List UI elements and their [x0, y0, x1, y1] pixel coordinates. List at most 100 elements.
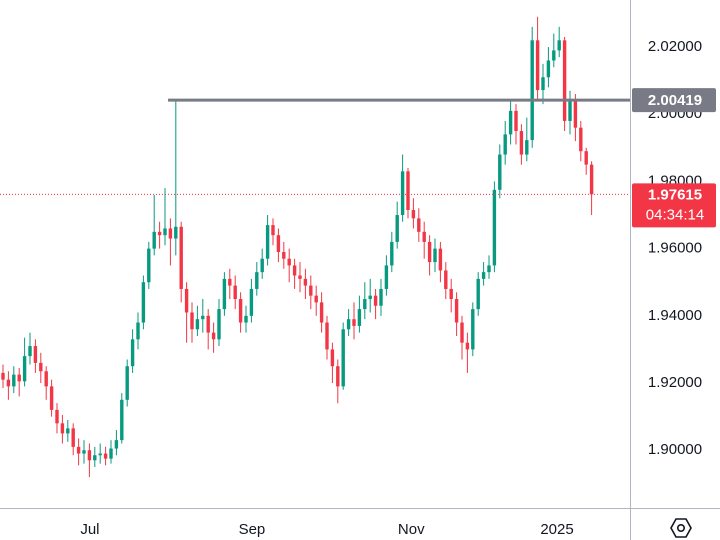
x-tick-label: 2025 — [540, 521, 573, 538]
candle-body — [384, 265, 389, 289]
candle-body — [352, 319, 356, 326]
candle-body — [535, 40, 540, 91]
candle-body — [314, 295, 318, 303]
candle-body — [271, 225, 275, 236]
candle-body — [336, 366, 340, 387]
candle-body — [114, 440, 119, 449]
candle-body — [157, 231, 162, 236]
candle-body — [22, 356, 27, 382]
candle-body — [573, 100, 578, 128]
y-tick-label: 1.92000 — [648, 374, 702, 391]
candle-body — [255, 272, 259, 289]
candle-body — [519, 131, 524, 155]
candle-body — [276, 235, 281, 252]
candle-body — [568, 100, 572, 121]
candle-body — [201, 315, 205, 320]
candle-body — [319, 302, 324, 323]
candle-body — [309, 285, 313, 296]
candle-body — [562, 40, 567, 121]
candle-body — [28, 346, 32, 357]
settings-icon-center[interactable] — [676, 523, 686, 533]
last-price-tag — [632, 183, 716, 228]
axes: 1.900001.920001.940001.960001.980002.000… — [80, 38, 716, 538]
candle-body — [292, 265, 297, 276]
settings-icon[interactable] — [670, 518, 692, 538]
candle-body — [471, 309, 475, 350]
candle-body — [136, 322, 140, 340]
candle-body — [12, 374, 16, 387]
y-tick-label: 1.94000 — [648, 307, 702, 324]
last-price-label: 1.97615 — [648, 186, 702, 203]
candle-body — [341, 329, 345, 387]
candle-body — [460, 322, 464, 343]
candle-body — [508, 110, 513, 135]
candle-body — [584, 151, 588, 165]
y-tick-label: 1.96000 — [648, 240, 702, 257]
candle-body — [481, 272, 486, 279]
candle-body — [39, 362, 43, 372]
candle-body — [541, 77, 545, 91]
candle-body — [417, 218, 421, 232]
candle-body — [433, 248, 437, 263]
candle-body — [130, 339, 135, 367]
candle-body — [179, 226, 183, 289]
candle-body — [6, 379, 11, 387]
candle-body — [476, 278, 480, 310]
candle-body — [525, 140, 529, 155]
candle-body — [465, 342, 470, 350]
candle-body — [49, 386, 54, 410]
candle-body — [454, 299, 459, 323]
candle-body — [55, 409, 59, 424]
level-label: 2.00419 — [648, 92, 702, 109]
candle-body — [444, 270, 448, 289]
candle-body — [109, 448, 113, 459]
candle-body — [217, 309, 221, 340]
candle-body — [206, 315, 210, 333]
candle-body — [76, 446, 81, 454]
candle-body — [330, 349, 335, 367]
candle-body — [265, 225, 270, 259]
candle-body — [579, 127, 583, 152]
candle-body — [33, 346, 38, 363]
candle-body — [260, 258, 264, 273]
candle-body — [427, 241, 432, 263]
candle-body — [368, 295, 372, 300]
candle-body — [325, 322, 329, 350]
candle-body — [87, 450, 92, 461]
candle-body — [152, 231, 156, 249]
candle-body — [163, 228, 167, 236]
candle-body — [400, 171, 405, 216]
candle-body — [298, 275, 302, 279]
candle-body — [514, 110, 518, 132]
candle-body — [222, 278, 227, 310]
candle-body — [82, 450, 86, 454]
candle-body — [120, 399, 124, 441]
candle-body — [249, 288, 254, 316]
candle-body — [71, 428, 75, 447]
plot-area — [0, 16, 630, 478]
candle-body — [17, 374, 21, 382]
candle-body — [1, 372, 5, 380]
candle-body — [66, 428, 70, 434]
x-tick-label: Nov — [398, 521, 425, 538]
candle-body — [228, 278, 232, 286]
candle-body — [238, 299, 243, 323]
candle-body — [287, 258, 291, 266]
candle-body — [589, 164, 594, 195]
x-tick-label: Sep — [239, 521, 266, 538]
candle-body — [93, 455, 97, 461]
candle-body — [244, 315, 248, 323]
candle-body — [373, 295, 378, 306]
candle-body — [174, 226, 178, 239]
candle-body — [422, 231, 426, 242]
settings-button[interactable] — [670, 518, 692, 538]
candle-body — [60, 423, 65, 434]
candle-body — [406, 171, 410, 210]
candle-body — [195, 319, 200, 330]
candle-body — [557, 40, 561, 51]
candle-body — [498, 154, 502, 190]
candle-body — [103, 453, 108, 459]
candle-body — [390, 241, 394, 266]
